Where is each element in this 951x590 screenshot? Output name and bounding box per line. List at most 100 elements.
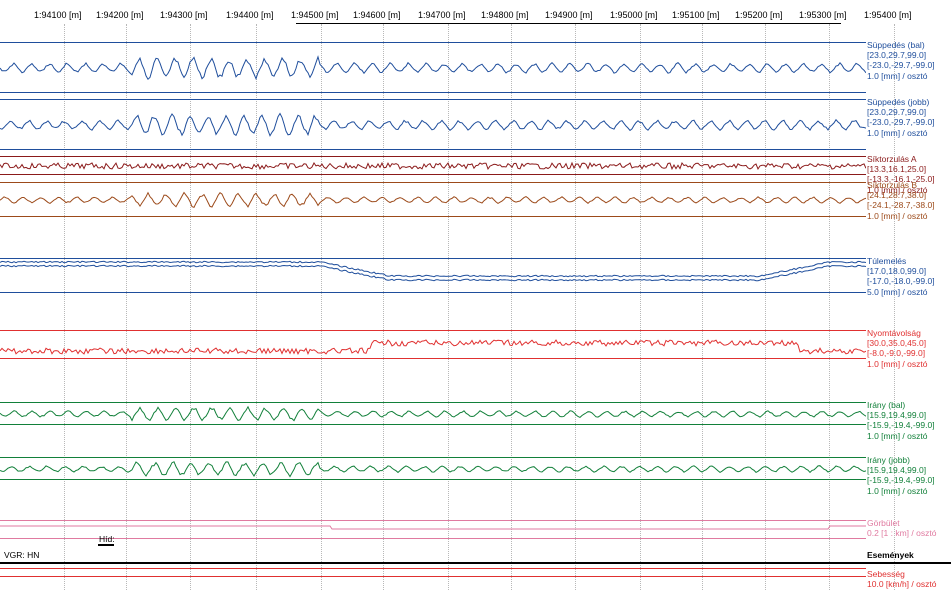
sikorzulas_a-label-line: 1.0 [mm] / osztó [867,184,928,195]
irany_jobb-label-line: 1.0 [mm] / osztó [867,485,928,496]
suppedes_bal-trace [0,55,866,81]
axis-tick-label: 1:94500 [m] [291,10,339,20]
sikorzulas_b-trace [0,191,866,209]
nyomtavolsag-label-line: [-8.0,-9.0,-99.0] [867,348,926,359]
suppedes_jobb-label-line: 1.0 [mm] / osztó [867,127,928,138]
trace-canvas [0,55,866,530]
irany_jobb-label: Irány (jobb) [15.9,19.4,99.0] [-15.9,-19.4… [867,455,935,496]
speed-label: Sebesség 10.0 [km/h] / osztó [867,569,936,589]
tulemeles-label-line: [-17.0,-18.0,-99.0] [867,276,935,287]
suppedes_jobb-label-line: [23.0,29.7,99.0] [867,107,927,118]
gridline [64,24,65,590]
speed-line-lower [0,576,866,577]
irany_jobb-limit-upper [0,457,866,458]
speed-scale: 10.0 [km/h] / osztó [867,579,937,590]
sikorzulas_b-limit-lower [0,216,866,217]
axis-tick-label: 1:95200 [m] [735,10,783,20]
axis-tick-label: 1:95300 [m] [799,10,847,20]
gridline [511,24,512,590]
nyomtavolsag-label-line: [30.0,35.0,45.0] [867,338,927,349]
suppedes_jobb-trace [0,112,866,137]
axis-tick-label: 1:94200 [m] [96,10,144,20]
sikorzulas_a-label-line: Síktorzulás A [867,154,917,164]
gridline [575,24,576,590]
bridge-marker [98,544,114,546]
irany_bal-label: Irány (bal) [15.9,19.4,99.0] [-15.9,-19.4,… [867,400,935,441]
irany_jobb-label-line: Irány (jobb) [867,455,910,465]
events-bar [0,562,951,564]
gridline [640,24,641,590]
tulemeles-label: Túlemelés [17.0,18.0,99.0] [-17.0,-18.0,-9… [867,256,935,297]
tulemeles-label-line: 5.0 [mm] / osztó [867,286,928,297]
sikorzulas_a-label-line: [-13.3,-16.1,-25.0] [867,174,935,185]
suppedes_jobb-label: Süppedés (jobb) [23.0,29.7,99.0] [-23.0,-2… [867,97,935,138]
speed-title: Sebesség [867,569,905,579]
suppedes_bal-limit-upper [0,42,866,43]
speed-line-upper [0,568,866,569]
nyomtavolsag-limit-lower [0,358,866,359]
gridline [448,24,449,590]
sikorzulas_b-label-line: [-24.1,-28.7,-38.0] [867,200,935,211]
axis-tick-label: 1:95100 [m] [672,10,720,20]
irany_jobb-label-line: [-15.9,-19.4,-99.0] [867,475,935,486]
gridline [829,24,830,590]
bridge-marker-label: Híd: [99,534,115,544]
nyomtavolsag-label-line: Nyomtávolság [867,328,921,338]
irany_bal-label-line: Irány (bal) [867,400,906,410]
suppedes_jobb-label-line: Süppedés (jobb) [867,97,930,107]
suppedes_bal-label-line: [23.0,29.7,99.0] [867,50,927,61]
axis-tick-label: 1:94100 [m] [34,10,82,20]
tulemeles-trace [0,260,866,278]
gorbulet-trace [0,525,866,530]
gorbulet-label: Görbület 0.2 [1 : km] / osztó [867,518,936,538]
suppedes_bal-label-line: 1.0 [mm] / osztó [867,70,928,81]
gorbulet-limit-lower [0,538,866,539]
nyomtavolsag-label: Nyomtávolság [30.0,35.0,45.0] [-8.0,-9.0,-… [867,328,927,369]
irany_jobb-trace [0,461,866,478]
sikorzulas_b-label-line: [24.1,28.7,38.0] [867,190,927,201]
suppedes_bal-label-line: [-23.0,-29.7,-99.0] [867,60,935,71]
axis-tick-label: 1:95000 [m] [610,10,658,20]
irany_bal-label-line: 1.0 [mm] / osztó [867,430,928,441]
gridline [894,24,895,590]
events-right-label: Események [867,550,914,560]
tulemeles-label-line: Túlemelés [867,256,907,266]
irany_bal-label-line: [-15.9,-19.4,-99.0] [867,420,935,431]
suppedes_jobb-label-line: [-23.0,-29.7,-99.0] [867,117,935,128]
suppedes_bal-label-line: Süppedés (bal) [867,40,925,50]
irany_jobb-limit-lower [0,479,866,480]
sikorzulas_b-label-line: 1.0 [mm] / osztó [867,210,928,221]
axis-tick-label: 1:94300 [m] [160,10,208,20]
gridline [126,24,127,590]
axis-tick-label: 1:94600 [m] [353,10,401,20]
sikorzulas_a-label: Síktorzulás A [13.3,16.1,25.0] [-13.3,-16.… [867,154,935,195]
irany_bal-limit-upper [0,402,866,403]
gridline [765,24,766,590]
sikorzulas_a-limit-upper [0,156,866,157]
nyomtavolsag-trace [0,339,866,355]
irany_bal-trace [0,405,866,422]
gridline [256,24,257,590]
gorbulet-label-line: Görbület [867,518,900,528]
gridline [190,24,191,590]
tulemeles-label-line: [17.0,18.0,99.0] [867,266,927,277]
sikorzulas_a-label-line: [13.3,16.1,25.0] [867,164,927,175]
suppedes_bal-label: Süppedés (bal) [23.0,29.7,99.0] [-23.0,-29… [867,40,935,81]
axis-tick-label: 1:94400 [m] [226,10,274,20]
axis-highlight [296,23,841,24]
nyomtavolsag-limit-upper [0,330,866,331]
sikorzulas_a-limit-lower [0,174,866,175]
tulemeles-limit-lower [0,292,866,293]
tulemeles-limit-upper [0,258,866,259]
gorbulet-label-line: 0.2 [1 : km] / osztó [867,528,937,539]
axis-tick-label: 1:95400 [m] [864,10,912,20]
suppedes_bal-limit-lower [0,92,866,93]
sikorzulas_b-limit-upper [0,182,866,183]
gridline [321,24,322,590]
events-left-label: VGR: HN [4,550,40,560]
irany_bal-label-line: [15.9,19.4,99.0] [867,410,927,421]
suppedes_jobb-limit-lower [0,149,866,150]
axis-tick-label: 1:94800 [m] [481,10,529,20]
tulemeles-trace-2 [0,264,866,282]
